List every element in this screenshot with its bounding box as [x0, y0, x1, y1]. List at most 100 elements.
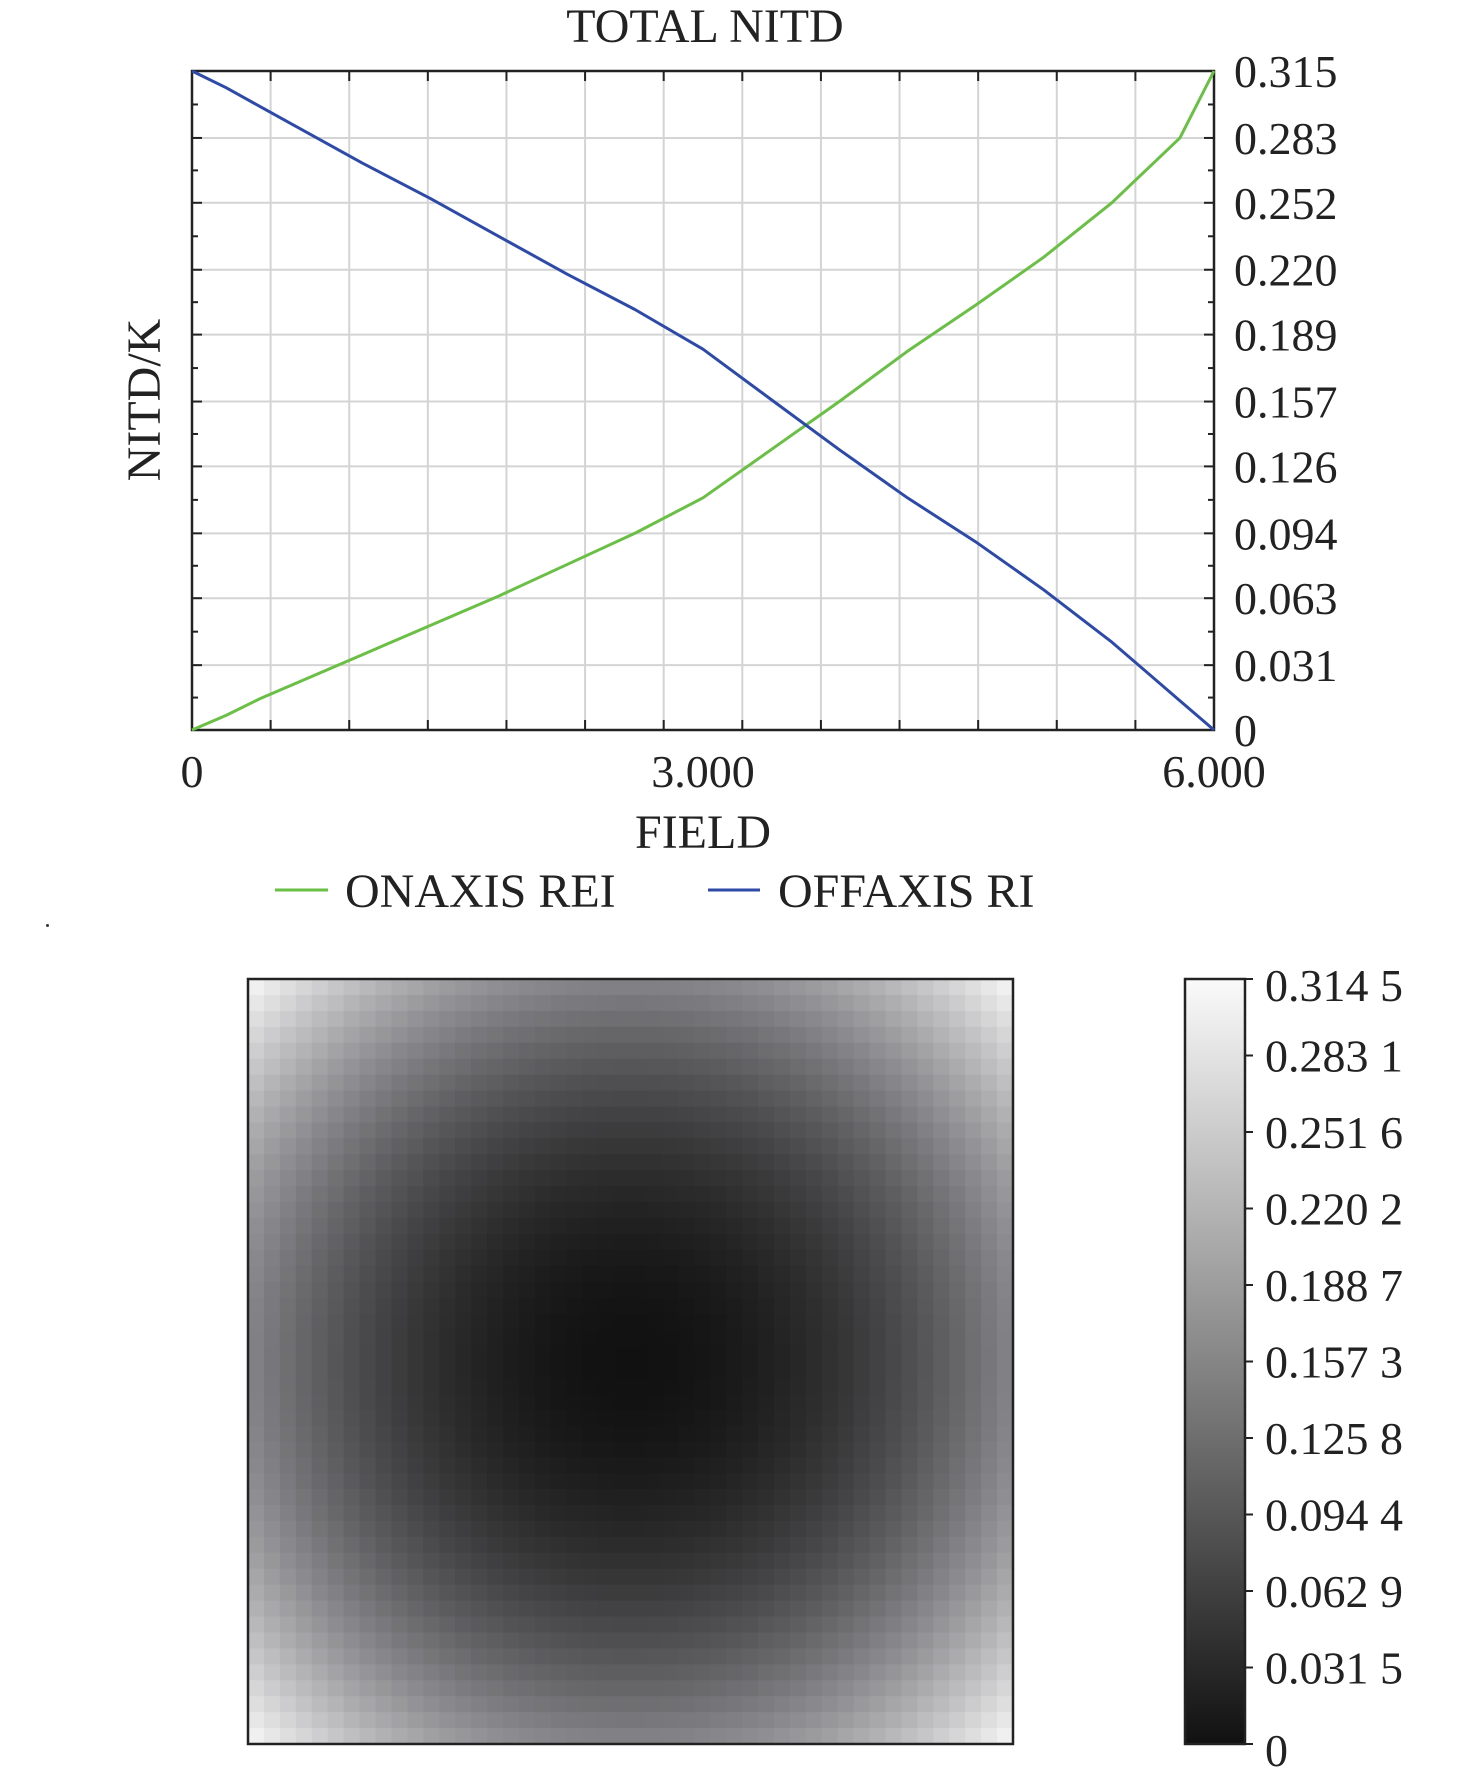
- heatmap-cell: [487, 1154, 504, 1171]
- heatmap-cell: [758, 1058, 775, 1076]
- heatmap-cell: [439, 979, 456, 996]
- heatmap-cell: [773, 1329, 791, 1347]
- heatmap-cell: [407, 1170, 424, 1187]
- heatmap-cell: [327, 1170, 345, 1187]
- heatmap-cell: [248, 1122, 265, 1139]
- heatmap-cell: [742, 1728, 759, 1745]
- heatmap-cell: [805, 1520, 823, 1538]
- heatmap-cell: [789, 1520, 807, 1538]
- heatmap-cell: [869, 1473, 887, 1490]
- heatmap-cell: [582, 1026, 600, 1044]
- heatmap-cell: [455, 1361, 472, 1379]
- heatmap-cell: [439, 1218, 456, 1235]
- heatmap-cell: [678, 1568, 695, 1586]
- heatmap-cell: [678, 1058, 695, 1076]
- heatmap-cell: [423, 1010, 440, 1028]
- heatmap-cell: [678, 1297, 695, 1315]
- heatmap-cell: [949, 1297, 966, 1315]
- heatmap-cell: [295, 994, 313, 1012]
- heatmap-cell: [439, 1664, 456, 1681]
- heatmap-cell: [678, 1361, 695, 1379]
- heatmap-cell: [821, 1010, 839, 1028]
- heatmap-cell: [311, 1584, 329, 1602]
- heatmap-cell: [726, 1313, 743, 1331]
- heatmap-cell: [487, 1106, 504, 1124]
- heatmap-cell: [279, 1552, 297, 1570]
- heatmap-cell: [901, 1329, 918, 1347]
- heatmap-cell: [726, 1186, 743, 1203]
- heatmap-cell: [455, 1058, 472, 1076]
- heatmap-cell: [407, 1393, 424, 1410]
- heatmap-cell: [821, 1393, 839, 1410]
- heatmap-cell: [550, 994, 568, 1012]
- heatmap-cell: [503, 1249, 520, 1267]
- heatmap-cell: [439, 1122, 456, 1139]
- heatmap-cell: [901, 1568, 918, 1586]
- heatmap-cell: [455, 1457, 472, 1474]
- heatmap-cell: [805, 1329, 823, 1347]
- heatmap-cell: [662, 1042, 679, 1060]
- heatmap-cell: [423, 1281, 440, 1299]
- heatmap-cell: [423, 1728, 440, 1745]
- heatmap-cell: [694, 1600, 711, 1618]
- heatmap-cell: [391, 1552, 408, 1570]
- heatmap-cell: [758, 1552, 775, 1570]
- heatmap-cell: [837, 1600, 855, 1618]
- heatmap-cell: [248, 1536, 265, 1554]
- heatmap-cell: [933, 1361, 950, 1379]
- heatmap-cell: [758, 1218, 775, 1235]
- heatmap-cell: [534, 1409, 552, 1426]
- heatmap-cell: [965, 1026, 982, 1044]
- heatmap-cell: [279, 1281, 297, 1299]
- heatmap-cell: [742, 1600, 759, 1618]
- heatmap-cell: [503, 1106, 520, 1124]
- heatmap-cell: [614, 1361, 632, 1379]
- heatmap-cell: [311, 1409, 329, 1426]
- heatmap-cell: [471, 1393, 488, 1410]
- heatmap-cell: [503, 1712, 520, 1729]
- heatmap-cell: [981, 1329, 998, 1347]
- heatmap-cell: [917, 1170, 934, 1187]
- stray-dot: [46, 924, 49, 927]
- heatmap-cell: [742, 1696, 759, 1713]
- heatmap-cell: [694, 1632, 711, 1649]
- heatmap-cell: [248, 1234, 265, 1251]
- heatmap-cell: [646, 1377, 663, 1394]
- heatmap-cell: [901, 1728, 918, 1745]
- heatmap-cell: [550, 1297, 568, 1315]
- heatmap-cell: [423, 1520, 440, 1538]
- heatmap-cell: [726, 1058, 743, 1076]
- heatmap-cell: [805, 1473, 823, 1490]
- heatmap-cell: [391, 1249, 408, 1267]
- heatmap-cell: [359, 1122, 377, 1139]
- heatmap-cell: [359, 1377, 377, 1394]
- heatmap-cell: [487, 1313, 504, 1331]
- heatmap-cell: [821, 1473, 839, 1490]
- heatmap-cell: [933, 1313, 950, 1331]
- heatmap-cell: [566, 1489, 584, 1506]
- heatmap-cell: [710, 1568, 727, 1586]
- heatmap-cell: [901, 1680, 918, 1697]
- heatmap-cell: [726, 1297, 743, 1315]
- heatmap-cell: [646, 1202, 663, 1219]
- heatmap-cell: [503, 1186, 520, 1203]
- heatmap-cell: [518, 1616, 536, 1634]
- heatmap-cell: [949, 1058, 966, 1076]
- heatmap-cell: [917, 1234, 934, 1251]
- heatmap-cell: [248, 1361, 265, 1379]
- heatmap-cell: [295, 1648, 313, 1665]
- heatmap-cell: [949, 1616, 966, 1634]
- heatmap-cell: [758, 1441, 775, 1458]
- heatmap-cell: [758, 1042, 775, 1060]
- heatmap-cell: [662, 1202, 679, 1219]
- heatmap-cell: [455, 1281, 472, 1299]
- heatmap-cell: [614, 1712, 632, 1729]
- heatmap-cell: [471, 1441, 488, 1458]
- heatmap-cell: [550, 1648, 568, 1665]
- heatmap-cell: [997, 1218, 1014, 1235]
- heatmap-cell: [949, 1489, 966, 1506]
- heatmap-cell: [901, 1074, 918, 1092]
- heatmap-cell: [582, 1664, 600, 1681]
- heatmap-cell: [423, 1202, 440, 1219]
- heatmap-cell: [805, 1441, 823, 1458]
